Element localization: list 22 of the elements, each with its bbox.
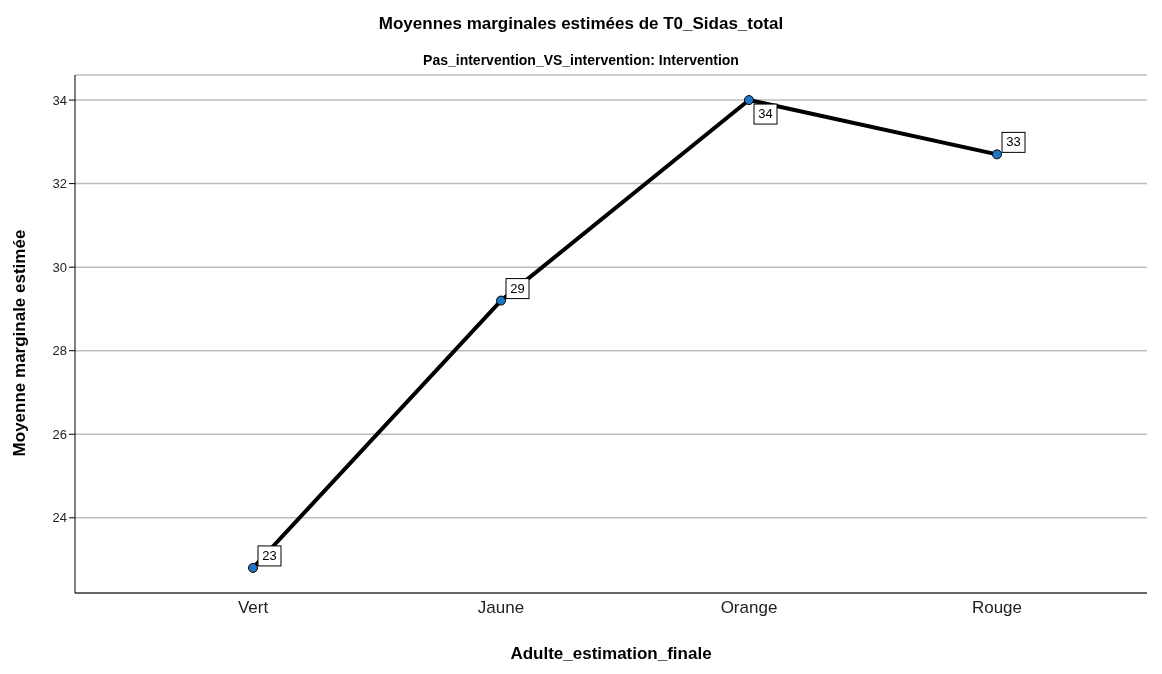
chart-title: Moyennes marginales estimées de T0_Sidas_total: [377, 14, 785, 34]
data-label: 33: [1006, 134, 1021, 150]
data-label: 34: [758, 106, 773, 122]
point: [248, 562, 258, 573]
y-tick-label: 24: [52, 510, 67, 526]
point: [496, 295, 506, 306]
x-axis-title: Adulte_estimation_finale: [509, 644, 713, 664]
y-tick-label: 28: [52, 343, 67, 359]
point: [744, 95, 754, 106]
y-axis-title: Moyenne marginale estimée: [10, 229, 30, 457]
point: [992, 149, 1002, 160]
data-label: 23: [262, 547, 277, 563]
x-tick-label: Orange: [720, 598, 778, 618]
y-tick-label: 26: [52, 426, 67, 442]
y-tick-label: 30: [52, 259, 67, 275]
y-tick-label: 32: [52, 176, 67, 192]
x-tick-label: Vert: [237, 598, 269, 618]
x-tick-label: Rouge: [971, 598, 1023, 618]
data-label: 29: [510, 280, 525, 296]
y-tick-label: 34: [52, 92, 67, 108]
x-tick-label: Jaune: [477, 598, 525, 618]
chart-subtitle: Pas_intervention_VS_intervention: Intervention: [422, 52, 740, 68]
